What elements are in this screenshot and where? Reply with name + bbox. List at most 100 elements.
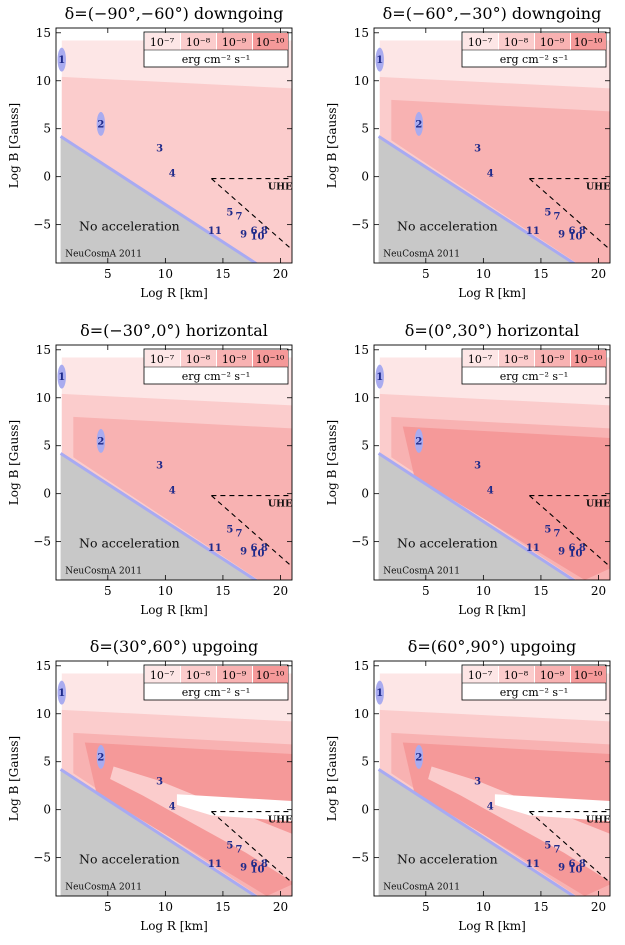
source-label-1: 1 bbox=[58, 688, 65, 699]
legend: 10⁻⁷ 10⁻⁸ 10⁻⁹ 10⁻¹⁰ erg cm⁻² s⁻¹ bbox=[143, 348, 289, 385]
legend-unit: erg cm⁻² s⁻¹ bbox=[500, 53, 568, 66]
source-label-6: 6 bbox=[569, 226, 576, 237]
contour-gap bbox=[176, 794, 292, 822]
y-tick-label: 5 bbox=[361, 755, 369, 769]
legend-level-2: 10⁻⁸ bbox=[504, 353, 529, 366]
legend-level-1: 10⁻⁷ bbox=[150, 669, 175, 682]
legend-swatch-1 bbox=[145, 350, 180, 367]
source-label-4: 4 bbox=[169, 801, 176, 812]
x-tick-label: 5 bbox=[422, 584, 430, 598]
credit-label: NeuCosmA 2011 bbox=[383, 249, 460, 259]
source-label-11: 11 bbox=[526, 543, 540, 554]
uhecr-label: UHECR bbox=[586, 182, 625, 193]
y-tick-label: 5 bbox=[43, 439, 51, 453]
source-label-11: 11 bbox=[526, 226, 540, 237]
source-label-1: 1 bbox=[376, 688, 383, 699]
y-tick-label: −5 bbox=[33, 535, 51, 549]
y-tick-label: −5 bbox=[33, 851, 51, 865]
y-tick-label: 0 bbox=[43, 803, 51, 817]
source-ellipse-1 bbox=[57, 680, 66, 705]
legend-unit: erg cm⁻² s⁻¹ bbox=[500, 370, 568, 383]
source-label-4: 4 bbox=[487, 168, 494, 179]
legend-unit: erg cm⁻² s⁻¹ bbox=[500, 686, 568, 699]
source-label-11: 11 bbox=[208, 226, 222, 237]
legend-swatch-4 bbox=[571, 350, 606, 367]
y-tick-label: 0 bbox=[43, 170, 51, 184]
no-acceleration-label: No acceleration bbox=[397, 851, 498, 866]
x-tick-label: 20 bbox=[591, 900, 606, 914]
contour-valley bbox=[110, 766, 292, 882]
source-label-10: 10 bbox=[569, 865, 583, 876]
source-label-4: 4 bbox=[487, 485, 494, 496]
legend-level-3: 10⁻⁹ bbox=[540, 36, 565, 49]
source-ellipse-1 bbox=[375, 680, 384, 705]
y-tick-label: 10 bbox=[354, 391, 369, 405]
x-tick-label: 10 bbox=[158, 584, 173, 598]
x-tick-label: 15 bbox=[533, 900, 548, 914]
source-label-5: 5 bbox=[226, 841, 233, 852]
plot-frame bbox=[373, 27, 611, 264]
legend-swatch-4 bbox=[253, 666, 288, 683]
uhecr-label: UHECR bbox=[268, 815, 308, 826]
source-label-7: 7 bbox=[236, 529, 243, 540]
legend-level-1: 10⁻⁷ bbox=[150, 36, 175, 49]
legend-level-4: 10⁻¹⁰ bbox=[574, 353, 603, 366]
source-label-8: 8 bbox=[261, 543, 268, 554]
contour-region-3 bbox=[73, 416, 292, 580]
source-label-5: 5 bbox=[226, 525, 233, 536]
y-axis-label: Log B [Gauss] bbox=[325, 420, 339, 505]
legend-swatch-2 bbox=[499, 33, 534, 50]
source-ellipse-2 bbox=[96, 111, 106, 136]
no-acceleration-label: No acceleration bbox=[397, 218, 498, 233]
source-label-3: 3 bbox=[156, 143, 163, 154]
legend: 10⁻⁷ 10⁻⁸ 10⁻⁹ 10⁻¹⁰ erg cm⁻² s⁻¹ bbox=[461, 348, 607, 385]
x-axis-label: Log R [km] bbox=[458, 603, 526, 617]
legend-level-3: 10⁻⁹ bbox=[222, 353, 247, 366]
source-label-8: 8 bbox=[579, 543, 586, 554]
credit-label: NeuCosmA 2011 bbox=[65, 882, 142, 892]
source-label-10: 10 bbox=[251, 865, 265, 876]
plot-frame bbox=[373, 660, 611, 897]
contour-region-3 bbox=[391, 99, 610, 263]
legend-swatch-2 bbox=[499, 666, 534, 683]
y-tick-label: 0 bbox=[361, 170, 369, 184]
legend-level-4: 10⁻¹⁰ bbox=[256, 353, 285, 366]
source-label-9: 9 bbox=[240, 547, 247, 558]
x-tick-label: 15 bbox=[533, 584, 548, 598]
x-tick-label: 5 bbox=[104, 900, 112, 914]
source-label-3: 3 bbox=[474, 460, 481, 471]
legend-swatch-2 bbox=[181, 33, 216, 50]
y-tick-label: 15 bbox=[36, 659, 51, 673]
source-label-3: 3 bbox=[156, 776, 163, 787]
x-axis-label: Log R [km] bbox=[140, 603, 208, 617]
no-acceleration-label: No acceleration bbox=[397, 535, 498, 550]
source-label-6: 6 bbox=[569, 859, 576, 870]
uhecr-label: UHECR bbox=[268, 182, 308, 193]
legend-swatch-3 bbox=[217, 350, 252, 367]
legend-swatch-4 bbox=[253, 350, 288, 367]
no-acceleration-label: No acceleration bbox=[79, 218, 180, 233]
acceleration-boundary bbox=[59, 452, 259, 580]
y-tick-label: 0 bbox=[43, 487, 51, 501]
source-label-1: 1 bbox=[376, 372, 383, 383]
y-tick-label: −5 bbox=[33, 218, 51, 232]
x-tick-label: 10 bbox=[158, 900, 173, 914]
source-ellipse-1 bbox=[57, 364, 66, 389]
legend-unit: erg cm⁻² s⁻¹ bbox=[182, 53, 250, 66]
source-label-9: 9 bbox=[240, 863, 247, 874]
legend-swatch-1 bbox=[463, 350, 498, 367]
plot-frame bbox=[55, 660, 293, 897]
source-label-2: 2 bbox=[415, 752, 422, 763]
legend-level-2: 10⁻⁸ bbox=[504, 669, 529, 682]
legend-level-1: 10⁻⁷ bbox=[468, 353, 493, 366]
acceleration-boundary bbox=[377, 135, 577, 263]
source-label-1: 1 bbox=[376, 55, 383, 66]
no-acceleration-label: No acceleration bbox=[79, 535, 180, 550]
chart-title: δ=(−90°,−60°) downgoing bbox=[65, 4, 284, 23]
source-ellipse-2 bbox=[414, 744, 424, 769]
